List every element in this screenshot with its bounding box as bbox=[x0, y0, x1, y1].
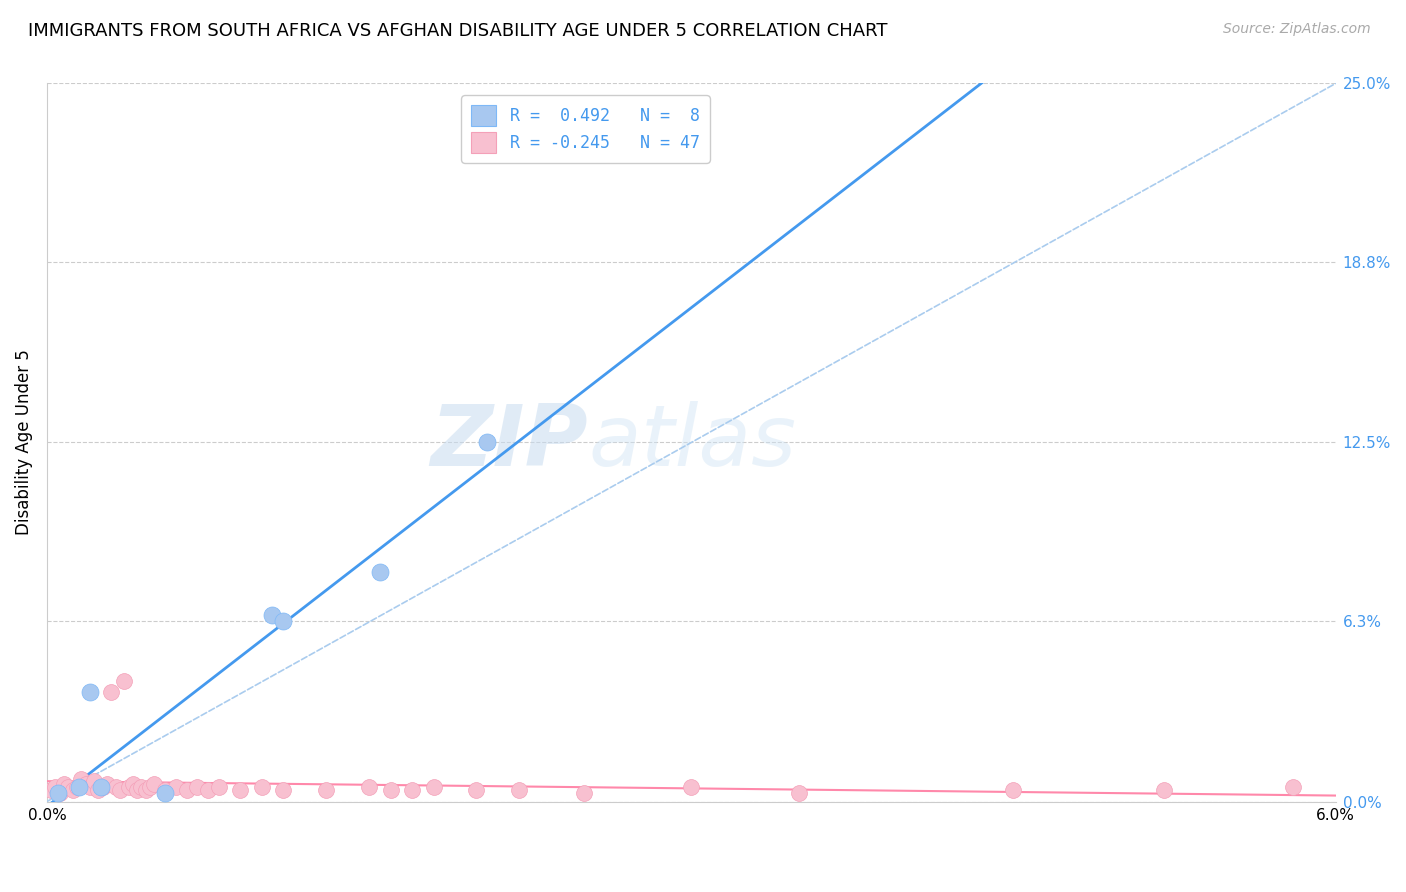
Point bbox=[229, 783, 252, 797]
Point bbox=[100, 685, 122, 699]
Point bbox=[401, 783, 423, 797]
Point bbox=[262, 607, 284, 622]
Point bbox=[250, 780, 273, 794]
Point bbox=[87, 783, 110, 797]
Point bbox=[75, 777, 97, 791]
Point bbox=[44, 780, 66, 794]
Point bbox=[70, 772, 93, 786]
Point bbox=[117, 780, 139, 794]
Point bbox=[1002, 783, 1025, 797]
Point bbox=[368, 565, 391, 579]
Point bbox=[49, 786, 72, 800]
Point bbox=[197, 783, 219, 797]
Point bbox=[422, 780, 444, 794]
Point bbox=[62, 783, 84, 797]
Point bbox=[1153, 783, 1175, 797]
Point bbox=[681, 780, 703, 794]
Point bbox=[165, 780, 187, 794]
Point bbox=[83, 774, 105, 789]
Point bbox=[121, 777, 143, 791]
Point bbox=[572, 786, 595, 800]
Point bbox=[79, 685, 101, 699]
Point bbox=[465, 783, 488, 797]
Point bbox=[186, 780, 208, 794]
Point bbox=[176, 783, 198, 797]
Point bbox=[153, 783, 176, 797]
Point bbox=[108, 783, 131, 797]
Point bbox=[104, 780, 127, 794]
Point bbox=[143, 777, 166, 791]
Point bbox=[91, 780, 114, 794]
Point bbox=[139, 780, 162, 794]
Text: IMMIGRANTS FROM SOUTH AFRICA VS AFGHAN DISABILITY AGE UNDER 5 CORRELATION CHART: IMMIGRANTS FROM SOUTH AFRICA VS AFGHAN D… bbox=[28, 22, 887, 40]
Point bbox=[787, 786, 810, 800]
Point bbox=[90, 780, 112, 794]
Point bbox=[46, 786, 69, 800]
Point bbox=[271, 783, 294, 797]
Point bbox=[131, 780, 153, 794]
Point bbox=[66, 780, 89, 794]
Point bbox=[135, 783, 157, 797]
Point bbox=[127, 783, 149, 797]
Point bbox=[58, 780, 80, 794]
Y-axis label: Disability Age Under 5: Disability Age Under 5 bbox=[15, 350, 32, 535]
Point bbox=[359, 780, 381, 794]
Text: ZIP: ZIP bbox=[430, 401, 588, 484]
Point bbox=[112, 673, 135, 688]
Point bbox=[315, 783, 337, 797]
Point bbox=[79, 780, 101, 794]
Point bbox=[96, 777, 118, 791]
Point bbox=[380, 783, 402, 797]
Text: atlas: atlas bbox=[588, 401, 796, 484]
Point bbox=[271, 614, 294, 628]
Point bbox=[153, 786, 176, 800]
Point bbox=[477, 435, 499, 450]
Point bbox=[67, 780, 90, 794]
Point bbox=[53, 777, 76, 791]
Point bbox=[1281, 780, 1303, 794]
Text: Source: ZipAtlas.com: Source: ZipAtlas.com bbox=[1223, 22, 1371, 37]
Point bbox=[508, 783, 530, 797]
Legend: R =  0.492   N =  8, R = -0.245   N = 47: R = 0.492 N = 8, R = -0.245 N = 47 bbox=[461, 95, 710, 162]
Point bbox=[39, 783, 62, 797]
Point bbox=[208, 780, 231, 794]
